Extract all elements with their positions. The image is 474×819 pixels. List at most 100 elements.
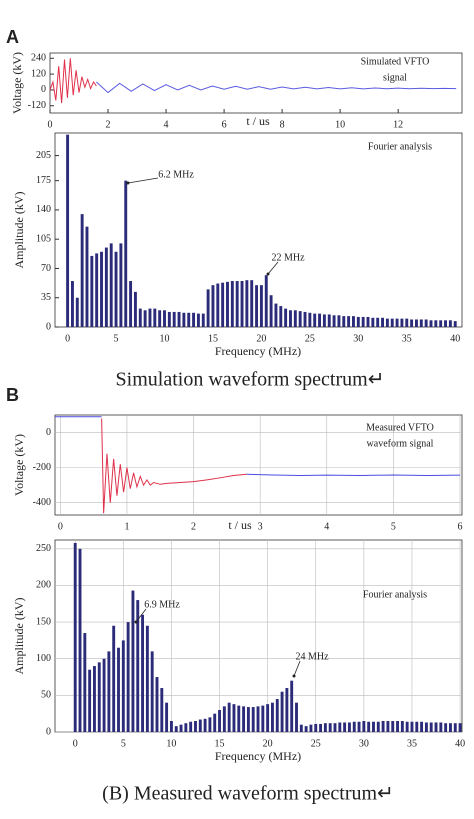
bar bbox=[264, 275, 268, 327]
bar bbox=[367, 721, 371, 732]
bar bbox=[97, 662, 101, 732]
bar bbox=[251, 707, 255, 732]
y-tick-label: -200 bbox=[33, 462, 51, 473]
arrow bbox=[267, 261, 279, 275]
bar bbox=[261, 705, 265, 732]
bar bbox=[222, 706, 226, 732]
bar bbox=[187, 312, 191, 327]
bar bbox=[90, 255, 94, 327]
x-tick-label: 3 bbox=[258, 521, 263, 532]
bar bbox=[293, 310, 297, 327]
y-axis-label: Amplitude (kV) bbox=[12, 192, 26, 269]
arrow bbox=[293, 660, 301, 677]
bar bbox=[121, 640, 125, 732]
bar bbox=[390, 318, 394, 327]
arrow-head bbox=[126, 181, 130, 185]
bar bbox=[160, 688, 164, 732]
x-tick-label: 0 bbox=[58, 521, 63, 532]
line-series bbox=[49, 58, 97, 104]
plot-frame bbox=[54, 539, 463, 733]
bar bbox=[356, 316, 360, 327]
plot-frame bbox=[54, 414, 463, 516]
bar bbox=[400, 721, 404, 732]
bar bbox=[133, 291, 137, 327]
x-tick-label: 20 bbox=[256, 333, 266, 344]
bar bbox=[184, 723, 188, 732]
bar bbox=[303, 311, 307, 327]
bar bbox=[203, 718, 207, 732]
bar bbox=[150, 651, 154, 732]
bar bbox=[218, 710, 221, 732]
plot-frame bbox=[49, 52, 463, 114]
bar bbox=[284, 308, 288, 327]
bar bbox=[381, 721, 385, 732]
bar bbox=[216, 283, 220, 327]
annotation: 22 MHz bbox=[271, 252, 305, 263]
bar bbox=[322, 314, 326, 327]
bar bbox=[250, 280, 254, 327]
x-tick-label: 15 bbox=[208, 333, 218, 344]
annotation: waveform signal bbox=[367, 438, 434, 449]
x-tick-label: 40 bbox=[450, 333, 460, 344]
bar bbox=[232, 704, 236, 732]
x-tick-label: 30 bbox=[359, 738, 369, 749]
annotation: 6.2 MHz bbox=[158, 169, 194, 180]
bar bbox=[434, 320, 438, 327]
bar bbox=[371, 317, 375, 327]
x-axis-label: Frequency (MHz) bbox=[215, 344, 301, 358]
bar bbox=[271, 702, 274, 732]
bar bbox=[145, 625, 149, 732]
bar bbox=[148, 308, 152, 327]
bar bbox=[206, 289, 210, 327]
x-tick-label: 10 bbox=[160, 333, 170, 344]
bar bbox=[439, 320, 443, 327]
y-tick-label: 140 bbox=[36, 204, 51, 215]
arrow bbox=[135, 608, 147, 623]
x-tick-label: 8 bbox=[280, 119, 285, 130]
x-tick-label: 2 bbox=[191, 521, 196, 532]
bar bbox=[211, 285, 215, 327]
bar bbox=[83, 633, 87, 732]
y-tick-label: 50 bbox=[41, 690, 51, 701]
bar bbox=[362, 721, 366, 732]
bar bbox=[192, 312, 196, 327]
y-tick-label: 0 bbox=[46, 726, 51, 737]
bar bbox=[93, 666, 96, 732]
bar bbox=[444, 320, 447, 327]
x-tick-label: 10 bbox=[335, 119, 345, 130]
bar bbox=[78, 548, 82, 732]
x-tick-label: 5 bbox=[391, 521, 396, 532]
bar bbox=[136, 600, 140, 732]
bar bbox=[179, 724, 183, 732]
bar bbox=[410, 319, 414, 327]
x-tick-label: 15 bbox=[215, 738, 225, 749]
caption: (B) Measured waveform spectrum↵ bbox=[102, 783, 394, 805]
bar bbox=[66, 134, 70, 327]
bar bbox=[458, 723, 462, 732]
bar bbox=[155, 677, 159, 732]
bar bbox=[163, 310, 166, 327]
bar bbox=[386, 721, 390, 732]
bar bbox=[266, 704, 270, 732]
y-tick-label: 150 bbox=[36, 616, 51, 627]
bar bbox=[424, 319, 428, 327]
bar bbox=[298, 311, 302, 327]
bar bbox=[124, 180, 128, 327]
bar bbox=[112, 625, 116, 732]
annotation: Fourier analysis bbox=[368, 141, 432, 152]
bar bbox=[119, 243, 123, 327]
annotation: 24 MHz bbox=[295, 651, 329, 662]
bar bbox=[429, 722, 433, 732]
bar bbox=[274, 303, 278, 327]
bar bbox=[434, 722, 438, 732]
bar bbox=[429, 320, 433, 327]
bar bbox=[381, 317, 384, 327]
y-tick-label: 175 bbox=[36, 175, 51, 186]
bar bbox=[198, 719, 202, 732]
bar bbox=[174, 726, 178, 732]
bar bbox=[138, 308, 142, 327]
bar bbox=[227, 702, 231, 732]
bar bbox=[439, 722, 443, 732]
line-series bbox=[246, 473, 461, 477]
